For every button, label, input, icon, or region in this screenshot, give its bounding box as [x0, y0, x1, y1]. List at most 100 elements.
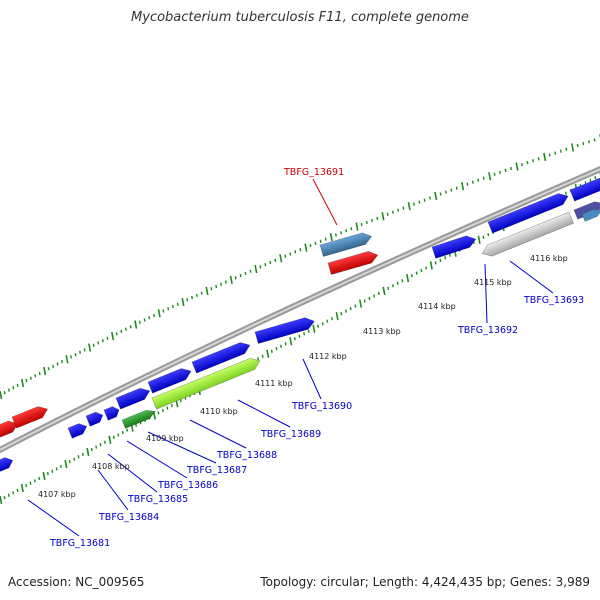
ring-tick-minor: [79, 350, 81, 354]
ring-tick-minor: [589, 178, 592, 182]
ring-tick-minor: [368, 296, 371, 301]
ring-tick-minor: [444, 256, 447, 260]
ring-tick-minor: [38, 476, 41, 481]
ring-tick-minor: [176, 302, 179, 306]
ring-tick-minor: [334, 233, 337, 237]
genome-backbone: [0, 166, 600, 454]
ring-tick-minor: [261, 354, 264, 358]
ring-tick-major: [279, 254, 283, 263]
ring-tick-major: [358, 299, 363, 308]
cds-f: [191, 342, 251, 374]
gene-label[interactable]: TBFG_13684: [98, 512, 159, 523]
cds-a: [67, 423, 88, 439]
ring-tick-minor: [77, 455, 80, 459]
gene-label[interactable]: TBFG_13681: [49, 538, 110, 549]
gene-label[interactable]: TBFG_13687: [186, 465, 247, 476]
gene-label[interactable]: TBFG_13688: [216, 450, 277, 461]
ring-tick-major: [266, 349, 270, 358]
backbone-highlight: [0, 168, 600, 451]
ring-tick-major: [488, 172, 492, 181]
ring-tick-major: [64, 459, 68, 469]
ring-tick-major: [20, 483, 24, 493]
ring-tick-major: [571, 143, 575, 152]
ring-tick-minor: [60, 464, 62, 469]
ring-tick-minor: [16, 383, 19, 387]
ring-tick-minor: [70, 355, 72, 359]
ring-tick-major: [88, 343, 92, 352]
ring-tick-minor: [402, 206, 405, 210]
ring-tick-minor: [371, 218, 373, 223]
leader-line: [126, 440, 188, 479]
ring-tick-minor: [345, 309, 347, 313]
ring-tick-minor: [413, 202, 415, 206]
ring-tick-minor: [386, 212, 389, 216]
ring-tick-minor: [215, 284, 218, 289]
ring-tick-major: [434, 191, 438, 201]
gene-label[interactable]: TBFG_13689: [260, 429, 321, 440]
gene-label[interactable]: TBFG_13686: [157, 480, 218, 491]
ring-tick-minor: [331, 317, 333, 321]
ring-tick-minor: [259, 265, 262, 269]
ring-tick-minor: [82, 452, 84, 456]
ring-tick-minor: [280, 344, 282, 348]
ring-tick-minor: [3, 495, 6, 500]
ring-tick-major: [43, 366, 47, 376]
ring-tick-minor: [95, 445, 98, 449]
cds-d: [115, 387, 151, 410]
ring-tick-minor: [220, 282, 222, 286]
cds-left-edge: [0, 457, 14, 473]
ring-tick-major: [21, 378, 25, 388]
label-leader-lines: [27, 178, 554, 537]
ring-tick-minor: [269, 260, 272, 265]
ring-tick-minor: [153, 313, 155, 318]
ring-tick-minor: [166, 406, 169, 410]
ring-tick-minor: [129, 325, 132, 329]
gene-label[interactable]: TBFG_13685: [127, 494, 188, 505]
ring-tick-minor: [349, 306, 352, 311]
topology-summary-text: Topology: circular; Length: 4,424,435 bp…: [260, 575, 590, 589]
ring-tick-minor: [46, 472, 49, 476]
cds-b: [85, 411, 104, 427]
ring-tick-minor: [284, 342, 287, 346]
ring-tick-minor: [138, 320, 141, 324]
ring-tick-minor: [582, 142, 585, 146]
ring-tick-major: [382, 286, 386, 296]
ring-tick-minor: [115, 332, 118, 336]
map-title: Mycobacterium tuberculosis F11, complete…: [131, 10, 469, 25]
gene-label[interactable]: TBFG_13691: [283, 167, 344, 178]
gene-label[interactable]: TBFG_13690: [291, 401, 352, 412]
ring-tick-minor: [317, 324, 319, 328]
ring-tick-minor: [418, 200, 421, 204]
ring-tick-major: [477, 235, 481, 244]
ring-tick-major: [429, 261, 433, 270]
ring-tick-major: [254, 264, 258, 274]
ring-tick-minor: [397, 208, 400, 212]
ring-tick-minor: [377, 291, 380, 296]
leader-line: [147, 431, 217, 464]
kbp-label: 4109 kbp: [146, 434, 184, 443]
ring-tick-minor: [321, 322, 324, 326]
ring-tick-minor: [170, 404, 173, 408]
gene-label[interactable]: TBFG_13692: [457, 325, 518, 336]
ring-tick-major: [42, 471, 46, 481]
ring-tick-major: [407, 201, 411, 211]
cds-c: [103, 406, 120, 421]
gene-labels[interactable]: TBFG_13681 TBFG_13684 TBFG_13685 TBFG_13686…: [49, 167, 584, 549]
ring-tick-minor: [171, 304, 174, 309]
ring-tick-minor: [487, 233, 490, 237]
ring-tick-minor: [249, 269, 252, 273]
ring-tick-minor: [593, 138, 596, 142]
feature-track[interactable]: [0, 175, 600, 473]
ring-tick-minor: [482, 235, 485, 239]
ring-tick-minor: [284, 254, 287, 258]
kbp-label: 4112 kbp: [309, 352, 347, 361]
ring-tick-minor: [499, 170, 501, 174]
ring-tick-minor: [376, 216, 379, 221]
kbp-label: 4107 kbp: [38, 490, 76, 499]
ring-tick-minor: [33, 479, 36, 483]
ring-tick-minor: [594, 175, 597, 180]
ring-tick-minor: [504, 168, 507, 173]
leader-line: [312, 178, 338, 226]
gene-label[interactable]: TBFG_13693: [523, 295, 584, 306]
